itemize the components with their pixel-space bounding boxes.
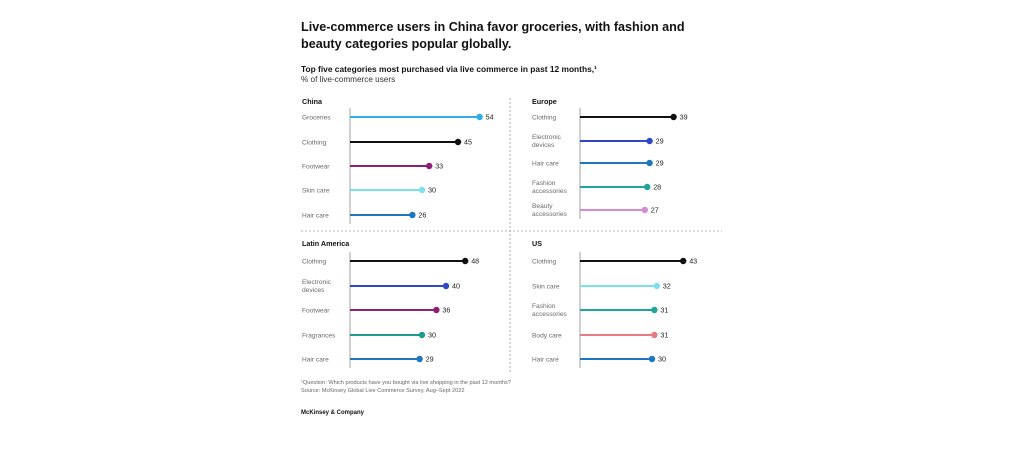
value-label: 31 bbox=[660, 305, 668, 314]
category-label: Hair care bbox=[302, 356, 329, 363]
lollipop-dot bbox=[426, 162, 433, 170]
lollipop-dot bbox=[418, 186, 426, 194]
category-label: Fragrances bbox=[302, 332, 336, 339]
value-label: 26 bbox=[418, 210, 426, 219]
panel-2: Latin America Clothing 48 Electronic devices… bbox=[302, 239, 479, 368]
brand-logo: McKinsey & Company bbox=[301, 410, 365, 416]
value-label: 29 bbox=[426, 354, 434, 363]
value-label: 33 bbox=[435, 161, 443, 170]
category-label: Body care bbox=[532, 332, 562, 339]
lollipop-dot bbox=[648, 355, 656, 363]
panel-title: US bbox=[532, 239, 542, 248]
lollipop-dot bbox=[680, 257, 687, 265]
category-label: Footwear bbox=[302, 307, 330, 314]
value-label: 40 bbox=[452, 281, 460, 290]
panels: China Groceries 54 Clothing 45 Footwear 33 Skin… bbox=[302, 97, 697, 368]
category-label: Hair care bbox=[302, 212, 329, 219]
category-label: Skin care bbox=[302, 187, 330, 194]
value-label: 31 bbox=[660, 330, 668, 339]
value-label: 39 bbox=[680, 112, 688, 121]
value-label: 43 bbox=[689, 256, 697, 265]
footnote-source: Source: McKinsey Global Live Commerce Su… bbox=[301, 388, 465, 394]
panel-3: US Clothing 43 Skin care 32 Fashion accessorie… bbox=[532, 239, 697, 368]
category-label: Electronic devices bbox=[302, 279, 332, 294]
category-label: Clothing bbox=[532, 258, 557, 265]
value-label: 30 bbox=[428, 185, 436, 194]
unit-label: % of live-commerce users bbox=[301, 75, 396, 84]
value-label: 30 bbox=[658, 354, 666, 363]
lollipop-dot bbox=[653, 282, 660, 290]
category-label: Footwear bbox=[302, 163, 330, 170]
category-label: Clothing bbox=[302, 139, 327, 146]
value-label: 32 bbox=[663, 281, 671, 290]
category-label: Fashion accessories bbox=[532, 303, 568, 318]
lollipop-dot bbox=[442, 282, 450, 290]
lollipop-dot bbox=[646, 159, 653, 167]
lollipop-dot bbox=[651, 306, 658, 314]
panel-1: Europe Clothing 39 Electronic devices 29 Hair … bbox=[532, 97, 688, 219]
category-label: Groceries bbox=[302, 114, 331, 121]
value-label: 45 bbox=[464, 137, 472, 146]
value-label: 29 bbox=[656, 136, 664, 145]
category-label: Beauty accessories bbox=[532, 203, 568, 218]
category-label: Fashion accessories bbox=[532, 180, 568, 195]
value-label: 29 bbox=[656, 158, 664, 167]
lollipop-dot bbox=[416, 355, 423, 363]
footnote-question: ¹Question: Which products have you bough… bbox=[301, 380, 511, 386]
value-label: 48 bbox=[471, 256, 479, 265]
panel-0: China Groceries 54 Clothing 45 Footwear 33 Skin… bbox=[302, 97, 494, 224]
category-label: Clothing bbox=[532, 114, 557, 121]
category-label: Electronic devices bbox=[532, 134, 562, 149]
category-label: Hair care bbox=[532, 160, 559, 167]
panel-title: Europe bbox=[532, 97, 557, 106]
panel-title: China bbox=[302, 97, 323, 106]
lollipop-dot bbox=[409, 211, 416, 219]
value-label: 28 bbox=[653, 182, 661, 191]
lollipop-dot bbox=[476, 113, 483, 121]
value-label: 27 bbox=[651, 205, 659, 214]
lollipop-dot bbox=[641, 206, 648, 214]
category-label: Clothing bbox=[302, 258, 327, 265]
lollipop-dot bbox=[418, 331, 426, 339]
panel-title: Latin America bbox=[302, 239, 350, 248]
lollipop-dot bbox=[644, 183, 651, 191]
value-label: 30 bbox=[428, 330, 436, 339]
category-label: Hair care bbox=[532, 356, 559, 363]
lollipop-dot bbox=[670, 113, 677, 121]
lollipop-dot bbox=[462, 257, 469, 265]
lollipop-dot bbox=[646, 137, 653, 145]
lollipop-dot bbox=[651, 331, 658, 339]
chart-subtitle: Top five categories most purchased via l… bbox=[301, 64, 597, 74]
category-label: Skin care bbox=[532, 283, 560, 290]
value-label: 54 bbox=[486, 112, 494, 121]
lollipop-dot bbox=[454, 138, 462, 146]
value-label: 36 bbox=[442, 305, 450, 314]
chart-title: Live-commerce users in China favor groce… bbox=[301, 20, 685, 51]
lollipop-dot bbox=[433, 306, 440, 314]
